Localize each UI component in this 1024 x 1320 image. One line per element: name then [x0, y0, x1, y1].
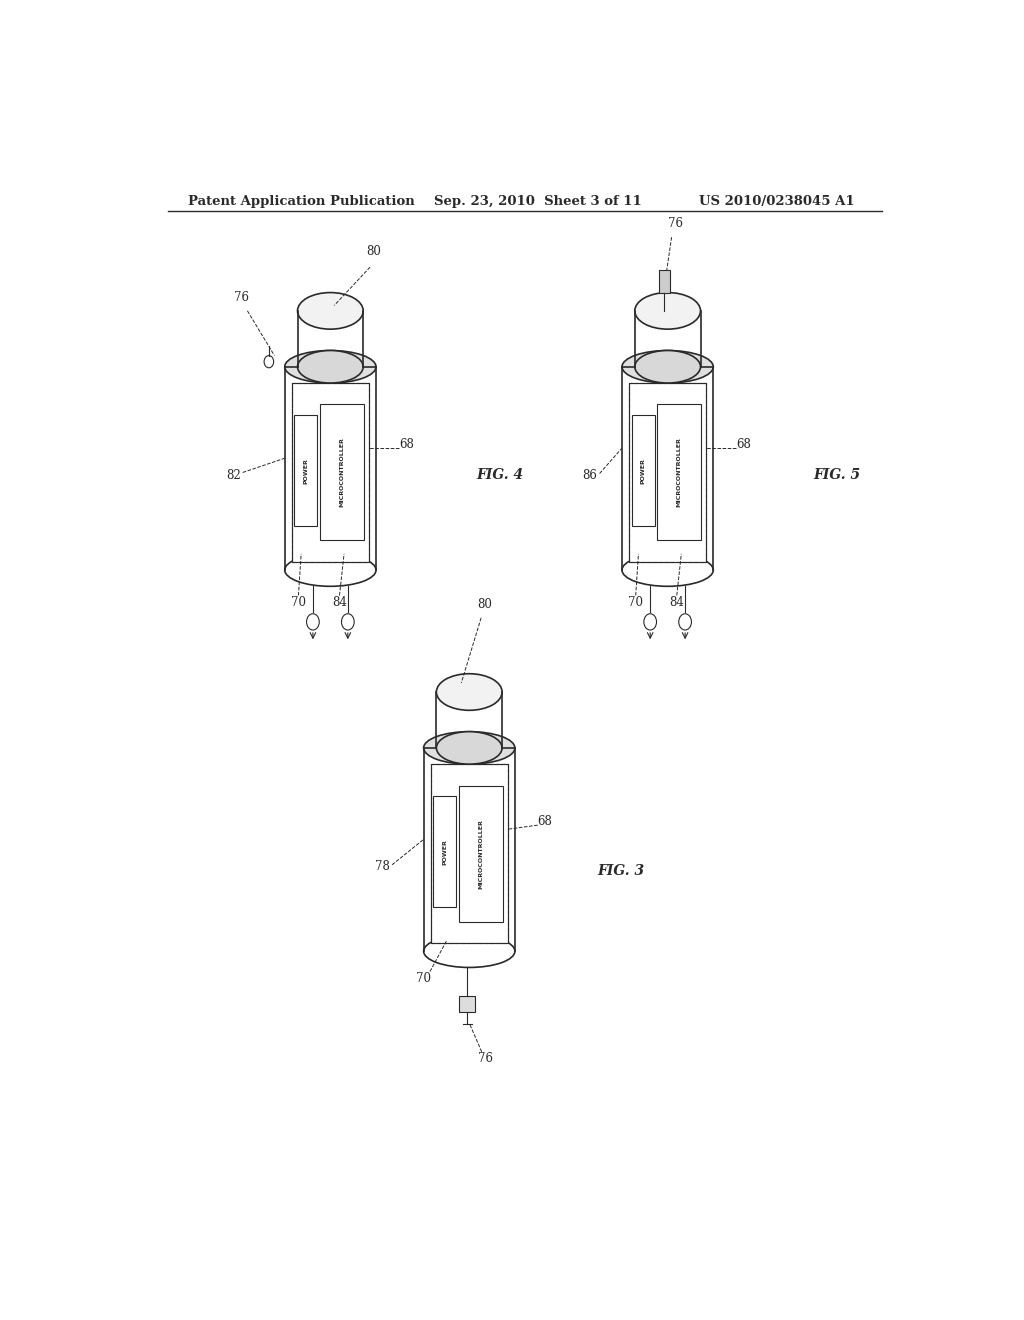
Text: POWER: POWER [303, 458, 308, 483]
Ellipse shape [635, 293, 700, 329]
Text: FIG. 4: FIG. 4 [476, 467, 523, 482]
Ellipse shape [436, 731, 502, 764]
Text: POWER: POWER [641, 458, 645, 483]
Text: US 2010/0238045 A1: US 2010/0238045 A1 [699, 194, 855, 207]
Ellipse shape [298, 293, 364, 329]
Bar [319, 404, 365, 540]
Text: Patent Application Publication: Patent Application Publication [187, 194, 415, 207]
Text: 84: 84 [332, 595, 347, 609]
Text: POWER: POWER [442, 840, 447, 865]
Bar [292, 383, 369, 562]
Text: 70: 70 [416, 972, 431, 985]
Text: 76: 76 [478, 1052, 494, 1065]
Bar [431, 764, 508, 942]
Text: 80: 80 [477, 598, 493, 611]
Text: 76: 76 [668, 216, 683, 230]
Ellipse shape [424, 731, 515, 764]
Text: 70: 70 [291, 595, 306, 609]
Bar [459, 785, 503, 921]
Text: 76: 76 [233, 290, 249, 304]
Text: 68: 68 [538, 816, 553, 828]
Text: 68: 68 [398, 438, 414, 451]
Text: FIG. 3: FIG. 3 [597, 865, 644, 878]
Ellipse shape [436, 673, 502, 710]
Bar [659, 271, 670, 293]
Bar [657, 404, 701, 540]
Ellipse shape [622, 351, 714, 383]
Bar [630, 383, 706, 562]
Text: 68: 68 [736, 438, 751, 451]
Text: 80: 80 [367, 246, 382, 257]
Bar [632, 416, 654, 527]
Ellipse shape [298, 351, 364, 383]
Bar [630, 383, 706, 562]
Text: Sep. 23, 2010  Sheet 3 of 11: Sep. 23, 2010 Sheet 3 of 11 [433, 194, 641, 207]
Text: FIG. 5: FIG. 5 [814, 467, 861, 482]
Ellipse shape [285, 351, 376, 383]
Text: 78: 78 [375, 859, 390, 873]
Text: MICROCONTROLLER: MICROCONTROLLER [677, 437, 682, 507]
Bar [460, 995, 475, 1012]
Text: 86: 86 [583, 469, 598, 482]
Text: MICROCONTROLLER: MICROCONTROLLER [478, 818, 483, 888]
Text: 70: 70 [628, 595, 643, 609]
Text: MICROCONTROLLER: MICROCONTROLLER [339, 437, 344, 507]
Bar [294, 416, 317, 527]
Ellipse shape [635, 351, 700, 383]
Bar [292, 383, 369, 562]
Bar [431, 764, 508, 942]
Text: 84: 84 [670, 595, 684, 609]
Text: 82: 82 [225, 469, 241, 482]
Bar [433, 796, 457, 907]
